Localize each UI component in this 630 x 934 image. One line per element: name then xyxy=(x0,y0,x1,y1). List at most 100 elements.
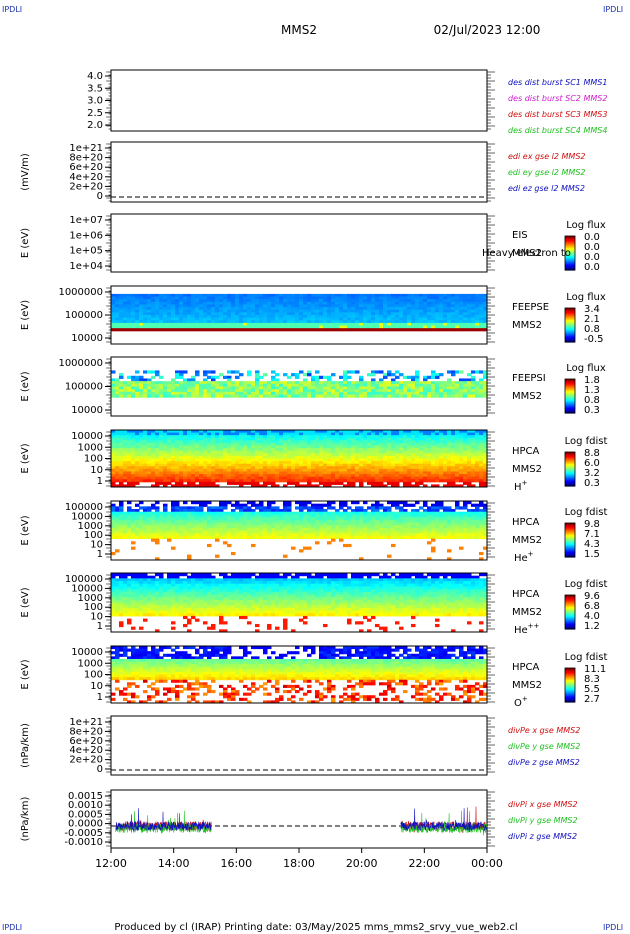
spectrogram-cell xyxy=(151,535,156,540)
spectrogram-cell xyxy=(259,458,264,462)
spectrogram-cell xyxy=(151,484,156,488)
spectrogram-cell xyxy=(255,378,260,382)
spectrogram-cell xyxy=(243,389,248,393)
spectrogram-cell xyxy=(239,479,244,483)
spectrogram-cell xyxy=(207,299,212,303)
spectrogram-cell xyxy=(399,440,404,444)
spectrogram-cell xyxy=(115,468,120,472)
spectrogram-cell xyxy=(363,468,368,472)
spectrogram-cell xyxy=(267,430,272,434)
spectrogram-cell xyxy=(227,320,232,324)
spectrogram-cell xyxy=(159,530,164,534)
spectrogram-cell xyxy=(131,381,136,385)
spectrogram-cell xyxy=(367,432,372,436)
colorbar-frame xyxy=(564,378,576,414)
spectrogram-cell xyxy=(383,466,388,470)
spectrogram-cell xyxy=(167,468,172,472)
spectrogram-cell xyxy=(335,317,340,321)
spectrogram-cell xyxy=(187,527,192,531)
spectrogram-cell xyxy=(283,455,288,459)
spectrogram-cell xyxy=(231,440,236,444)
spectrogram-cell xyxy=(311,293,316,298)
spectrogram-cell xyxy=(139,394,144,398)
spectrogram-cell xyxy=(255,370,260,374)
spectrogram-cell xyxy=(395,455,400,459)
spectrogram-cell xyxy=(415,375,420,379)
spectrogram-cell xyxy=(135,299,140,303)
spectrogram-cell xyxy=(151,315,156,319)
spectrogram-cell xyxy=(291,471,296,475)
spectrogram-cell xyxy=(315,389,320,393)
spectrogram-cell xyxy=(315,440,320,444)
spectrogram-cell xyxy=(335,453,340,457)
spectrogram-cell xyxy=(171,440,176,444)
spectrogram-cell xyxy=(143,535,148,540)
spectrogram-cell xyxy=(443,448,448,452)
spectrogram-cell xyxy=(459,328,464,332)
spectrogram-cell xyxy=(459,315,464,319)
spectrogram-cell xyxy=(171,448,176,452)
spectrogram-cell xyxy=(143,325,148,329)
spectrogram-cell xyxy=(235,381,240,385)
spectrogram-cell xyxy=(419,312,424,316)
spectrogram-cell xyxy=(359,389,364,393)
spectrogram-cell xyxy=(287,479,292,483)
spectrogram-cell xyxy=(191,453,196,457)
spectrogram-cell xyxy=(351,440,356,444)
spectrogram-cell xyxy=(171,514,176,518)
spectrogram-cell xyxy=(139,530,144,534)
spectrogram-cell xyxy=(139,445,144,449)
spectrogram-cell xyxy=(135,389,140,393)
des-dist-legend-entry: des dist burst SC3 MMS3 xyxy=(508,110,607,119)
spectrogram-cell xyxy=(223,389,228,393)
spectrogram-cell xyxy=(115,535,120,540)
spectrogram-cell xyxy=(143,533,148,537)
spectrogram-cell xyxy=(183,381,188,385)
spectrogram-cell xyxy=(319,474,324,478)
spectrogram-cell xyxy=(355,450,360,454)
spectrogram-cell xyxy=(255,476,260,480)
spectrogram-cell xyxy=(179,430,184,434)
spectrogram-cell xyxy=(123,383,128,387)
spectrogram-cell xyxy=(311,378,316,382)
spectrogram-cell xyxy=(435,325,440,329)
spectrogram-cell xyxy=(111,519,116,523)
spectrogram-cell xyxy=(295,293,300,298)
spectrogram-cell xyxy=(159,437,164,441)
spectrogram-cell xyxy=(135,445,140,449)
colorbar-swatch xyxy=(565,394,575,396)
spectrogram-cell xyxy=(319,307,324,311)
spectrogram-cell xyxy=(115,463,120,467)
spectrogram-cell xyxy=(227,293,232,298)
spectrogram-cell xyxy=(431,466,436,470)
spectrogram-cell xyxy=(267,468,272,472)
spectrogram-cell xyxy=(427,389,432,393)
spectrogram-cell xyxy=(127,325,132,329)
spectrogram-cell xyxy=(467,325,472,329)
spectrogram-cell xyxy=(147,381,152,385)
spectrogram-cell xyxy=(343,322,348,327)
spectrogram-cell xyxy=(171,517,176,521)
spectrogram-cell xyxy=(327,479,332,483)
spectrogram-cell xyxy=(203,309,208,313)
spectrogram-cell xyxy=(183,468,188,472)
spectrogram-cell xyxy=(151,307,156,311)
spectrogram-cell xyxy=(263,440,268,444)
spectrogram-cell xyxy=(343,378,348,382)
spectrogram-cell xyxy=(455,389,460,393)
spectrogram-cell xyxy=(339,293,344,298)
spectrogram-cell xyxy=(187,511,192,515)
spectrogram-cell xyxy=(355,383,360,387)
spectrogram-cell xyxy=(163,453,168,457)
spectrogram-cell xyxy=(255,471,260,475)
spectrogram-cell xyxy=(119,312,124,316)
spectrogram-cell xyxy=(427,440,432,444)
spectrogram-cell xyxy=(147,453,152,457)
spectrogram-cell xyxy=(375,440,380,444)
spectrogram-cell xyxy=(163,301,168,305)
colorbar-swatch xyxy=(565,310,575,312)
spectrogram-cell xyxy=(343,484,348,488)
spectrogram-cell xyxy=(151,503,156,507)
spectrogram-cell xyxy=(303,309,308,313)
spectrogram-cell xyxy=(163,468,168,472)
